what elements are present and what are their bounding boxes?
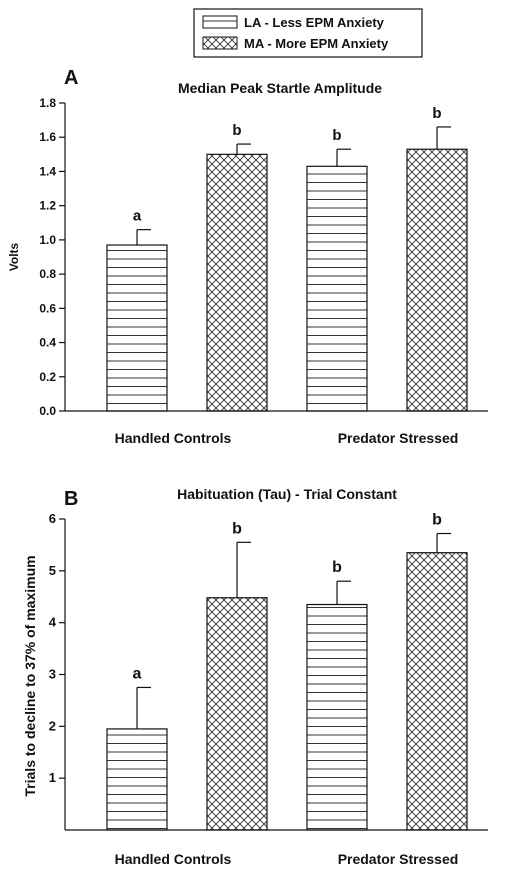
panel-b-error-bars [136, 532, 451, 729]
panel-b-bar-la [306, 603, 368, 831]
panel-a: A Median Peak Startle Amplitude Volts 0.… [7, 67, 488, 446]
panel-b-significance-label: b [332, 559, 342, 576]
panel-a-significance-labels: a b b b [133, 105, 442, 225]
panel-a-y-tick-label: 0.2 [39, 370, 56, 384]
panel-a-bar-ma [206, 153, 268, 412]
legend-swatch-ma [202, 36, 238, 50]
panel-a-bar-la [306, 165, 368, 412]
panel-b-y-tick-label: 4 [49, 615, 57, 630]
panel-a-y-tick-label: 1.4 [39, 164, 56, 178]
panel-b-significance-labels: a b b b [133, 512, 443, 683]
panel-b-category-label: Predator Stressed [338, 851, 459, 867]
panel-b-y-tick-label: 1 [49, 770, 56, 785]
panel-a-title: Median Peak Startle Amplitude [178, 80, 382, 96]
panel-a-y-tick-label: 0.4 [39, 336, 56, 350]
panel-b: B Habituation (Tau) - Trial Constant Tri… [22, 486, 488, 867]
panel-b-y-tick-label: 6 [49, 511, 56, 526]
panel-a-significance-label: b [332, 127, 341, 144]
legend-label-ma: MA - More EPM Anxiety [244, 36, 389, 51]
panel-b-y-tick-label: 3 [49, 667, 56, 682]
panel-a-label: A [64, 67, 78, 89]
legend-swatch-la [202, 15, 238, 29]
panel-b-y-axis-label: Trials to decline to 37% of maximum [22, 555, 38, 796]
legend-label-la: LA - Less EPM Anxiety [244, 15, 385, 30]
panel-b-bar-la [106, 728, 168, 831]
panel-a-y-axis-label: Volts [7, 242, 21, 271]
panel-a-significance-label: b [432, 105, 441, 122]
panel-a-y-tick-label: 1.8 [39, 96, 56, 110]
panel-a-y-tick-label: 1.6 [39, 130, 56, 144]
panel-b-significance-label: a [133, 665, 142, 682]
panel-a-y-tick-label: 0.8 [39, 267, 56, 281]
panel-a-y-tick-label: 0.0 [39, 404, 56, 418]
panel-b-bars [106, 552, 468, 831]
panel-b-bar-ma [206, 597, 268, 831]
panel-b-title: Habituation (Tau) - Trial Constant [177, 486, 397, 502]
panel-b-bar-ma [406, 552, 468, 831]
panel-b-significance-label: b [432, 512, 442, 529]
panel-a-y-tick-label: 0.6 [39, 301, 56, 315]
panel-b-category-label: Handled Controls [115, 851, 232, 867]
panel-a-category-label: Handled Controls [115, 430, 232, 446]
panel-a-y-tick-label: 1.2 [39, 199, 56, 213]
panel-a-y-tick-label: 1.0 [39, 233, 56, 247]
panel-b-y-ticks: 1 2 3 4 5 6 [49, 511, 65, 785]
panel-a-error-bars [136, 126, 451, 246]
panel-a-significance-label: b [232, 122, 241, 139]
panel-a-bar-la [106, 244, 168, 412]
panel-a-category-label: Predator Stressed [338, 430, 459, 446]
panel-b-y-tick-label: 2 [49, 718, 56, 733]
panel-a-y-ticks: 0.0 0.2 0.4 0.6 0.8 1.0 1.2 1.4 1.6 1.8 [39, 96, 65, 418]
panel-a-significance-label: a [133, 208, 142, 225]
panel-b-y-tick-label: 5 [49, 563, 56, 578]
panel-b-significance-label: b [232, 520, 242, 537]
panel-b-label: B [64, 488, 78, 510]
panel-a-bars [106, 148, 468, 412]
panel-a-bar-ma [406, 148, 468, 412]
legend: LA - Less EPM Anxiety MA - More EPM Anxi… [193, 8, 423, 58]
